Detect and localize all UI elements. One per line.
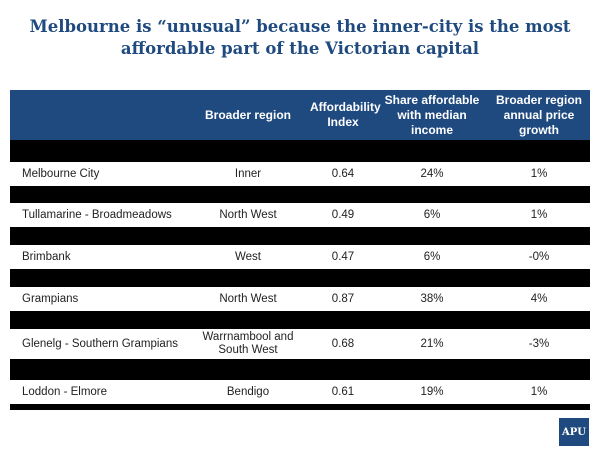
cell-price-growth: 1% bbox=[530, 167, 548, 180]
cell-affordability-index: 0.49 bbox=[331, 208, 355, 221]
cell-broader-region: North West bbox=[219, 208, 277, 221]
cell-region-name: Melbourne City bbox=[22, 167, 100, 180]
header-share-affordable: Share affordable with median income bbox=[384, 92, 480, 137]
affordability-table: Broader region Affordability Index Share… bbox=[10, 90, 590, 410]
cell-share-affordable: 6% bbox=[423, 208, 441, 221]
page-title: Melbourne is “unusual” because the inner… bbox=[29, 17, 571, 58]
cell-region-name: Tullamarine - Broadmeadows bbox=[22, 208, 172, 221]
cell-affordability-index: 0.68 bbox=[331, 337, 355, 350]
cell-price-growth: 4% bbox=[530, 292, 548, 305]
table-row: Brimbank West 0.47 6% -0% bbox=[10, 245, 590, 269]
cell-broader-region: Bendigo bbox=[226, 385, 270, 398]
table-row: Tullamarine - Broadmeadows North West 0.… bbox=[10, 203, 590, 227]
cell-share-affordable: 38% bbox=[420, 292, 444, 305]
header-price-growth: Broader region annual price growth bbox=[495, 92, 582, 137]
cell-share-affordable: 24% bbox=[420, 167, 444, 180]
cell-share-affordable: 19% bbox=[420, 385, 444, 398]
cell-region-name: Grampians bbox=[22, 292, 79, 305]
cell-broader-region: Inner bbox=[234, 167, 262, 180]
cell-share-affordable: 21% bbox=[420, 337, 444, 350]
cell-affordability-index: 0.61 bbox=[331, 385, 355, 398]
cell-price-growth: 1% bbox=[530, 385, 548, 398]
cell-affordability-index: 0.47 bbox=[331, 250, 355, 263]
header-broader-region: Broader region bbox=[204, 107, 291, 122]
cell-affordability-index: 0.87 bbox=[331, 292, 355, 305]
header-affordability-index: Affordability Index bbox=[310, 100, 381, 129]
cell-price-growth: 1% bbox=[530, 208, 548, 221]
cell-affordability-index: 0.64 bbox=[331, 167, 355, 180]
cell-region-name: Brimbank bbox=[22, 250, 71, 263]
table-row: Melbourne City Inner 0.64 24% 1% bbox=[10, 162, 590, 186]
cell-broader-region: Warrnambool and South West bbox=[202, 331, 294, 356]
cell-region-name: Loddon - Elmore bbox=[22, 385, 108, 398]
table-row: Grampians North West 0.87 38% 4% bbox=[10, 287, 590, 311]
table-header: Broader region Affordability Index Share… bbox=[10, 90, 590, 140]
cell-region-name: Glenelg - Southern Grampians bbox=[22, 337, 178, 350]
table-row: Loddon - Elmore Bendigo 0.61 19% 1% bbox=[10, 380, 590, 404]
cell-price-growth: -0% bbox=[528, 250, 550, 263]
apu-logo: APU bbox=[559, 418, 589, 446]
cell-share-affordable: 6% bbox=[423, 250, 441, 263]
table-row: Glenelg - Southern Grampians Warrnambool… bbox=[10, 329, 590, 359]
cell-price-growth: -3% bbox=[528, 337, 550, 350]
cell-broader-region: North West bbox=[219, 292, 277, 305]
cell-broader-region: West bbox=[235, 250, 261, 263]
